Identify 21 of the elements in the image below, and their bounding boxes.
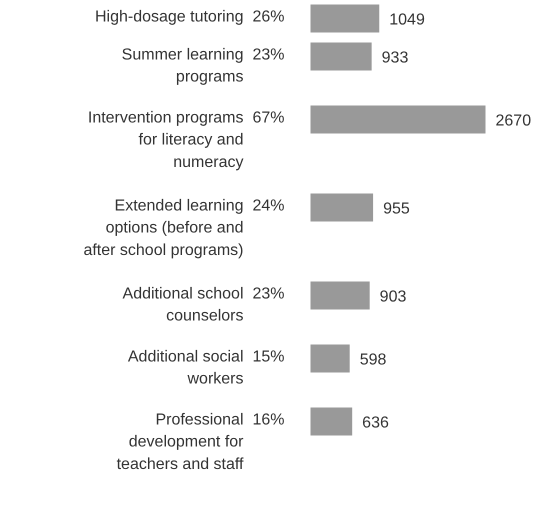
y-tick-label: Extended learning options (before and after school programs) [83,198,244,259]
text: 26% [252,8,285,26]
y-tick-label: High-dosage tutoring [94,8,244,26]
data-label: 955 [383,200,410,218]
text: 16% [252,412,285,428]
data-label: 933 [382,50,408,66]
text: 23% [252,46,285,64]
y-tick-label: Professional development for teachers and staff [116,412,244,473]
data-label: 2670 [496,112,532,130]
text: 23% [252,286,285,302]
text: 15% [252,348,285,366]
y-tick-label: Summer learning programs [122,46,244,86]
data-label: 1049 [389,12,425,28]
y-tick-label: Additional social workers [128,348,244,388]
text: 24% [252,198,285,214]
text: 67% [252,110,285,126]
data-label: 598 [360,352,386,368]
y-tick-label: Intervention programs for literacy and numeracy [88,110,244,171]
data-label: 903 [380,288,406,306]
data-label: 636 [362,414,389,432]
y-tick-label: Additional school counselors [122,286,244,325]
